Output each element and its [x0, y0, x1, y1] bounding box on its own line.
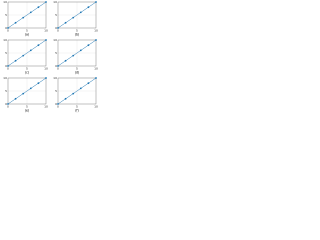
series-line: [7, 39, 47, 67]
point: [57, 103, 59, 105]
y-tick-label: 5: [5, 51, 7, 55]
y-tick-label: 5: [55, 13, 57, 17]
plot-frame: [57, 39, 97, 67]
caption: (d): [75, 71, 80, 75]
point: [29, 87, 32, 90]
point: [37, 44, 40, 47]
y-tick-label: 10: [3, 76, 7, 80]
x-tick-label: 5: [76, 105, 78, 109]
point: [72, 54, 75, 57]
x-tick-label: 10: [94, 29, 98, 33]
x-tick-label: 10: [94, 105, 98, 109]
point: [95, 77, 97, 79]
point: [57, 27, 59, 29]
point: [64, 97, 67, 100]
point: [45, 77, 47, 79]
point: [95, 39, 97, 41]
point: [14, 59, 17, 62]
point: [72, 92, 75, 95]
point: [95, 1, 97, 3]
y-tick-label: 10: [53, 76, 57, 80]
point: [72, 16, 75, 19]
series-line: [57, 39, 97, 67]
x-tick-label: 10: [44, 29, 48, 33]
point: [37, 6, 40, 9]
point: [22, 92, 25, 95]
point: [64, 21, 67, 24]
y-tick-label: 0: [55, 102, 57, 106]
x-tick-label: 0: [57, 67, 59, 71]
x-tick-label: 10: [94, 67, 98, 71]
x-tick-label: 10: [44, 105, 48, 109]
point: [57, 65, 59, 67]
caption: (b): [75, 33, 80, 37]
point: [37, 82, 40, 85]
point: [87, 6, 90, 9]
caption: (f): [75, 109, 79, 113]
point: [22, 54, 25, 57]
point: [87, 44, 90, 47]
point: [64, 59, 67, 62]
point: [45, 39, 47, 41]
plot-frame: [57, 1, 97, 29]
point: [14, 21, 17, 24]
y-tick-label: 0: [5, 102, 7, 106]
x-tick-label: 0: [57, 29, 59, 33]
x-tick-label: 5: [26, 105, 28, 109]
caption: (a): [25, 33, 29, 37]
series-line: [57, 1, 97, 29]
y-tick-label: 10: [3, 38, 7, 42]
point: [79, 49, 82, 52]
y-tick-label: 10: [53, 38, 57, 42]
x-tick-label: 0: [57, 105, 59, 109]
series-line: [7, 77, 47, 105]
y-tick-label: 0: [5, 26, 7, 30]
plot-frame: [7, 39, 47, 67]
x-tick-label: 10: [44, 67, 48, 71]
x-tick-label: 0: [7, 29, 9, 33]
caption: (c): [25, 71, 29, 75]
point: [79, 87, 82, 90]
x-tick-label: 0: [7, 67, 9, 71]
point: [29, 11, 32, 14]
point: [7, 65, 9, 67]
point: [7, 103, 9, 105]
plot-frame: [7, 77, 47, 105]
x-tick-label: 5: [26, 67, 28, 71]
y-tick-label: 5: [55, 89, 57, 93]
y-tick-label: 10: [3, 0, 7, 4]
x-tick-label: 5: [76, 67, 78, 71]
point: [87, 82, 90, 85]
point: [45, 1, 47, 3]
series-line: [57, 77, 97, 105]
plot-frame: [57, 77, 97, 105]
y-tick-label: 5: [55, 51, 57, 55]
point: [79, 11, 82, 14]
y-tick-label: 0: [5, 64, 7, 68]
y-tick-label: 0: [55, 64, 57, 68]
x-tick-label: 5: [26, 29, 28, 33]
point: [22, 16, 25, 19]
x-tick-label: 0: [7, 105, 9, 109]
point: [7, 27, 9, 29]
series-line: [7, 1, 47, 29]
y-tick-label: 0: [55, 26, 57, 30]
caption: (e): [25, 109, 29, 113]
point: [29, 49, 32, 52]
y-tick-label: 5: [5, 89, 7, 93]
x-tick-label: 5: [76, 29, 78, 33]
plot-frame: [7, 1, 47, 29]
point: [14, 97, 17, 100]
y-tick-label: 5: [5, 13, 7, 17]
y-tick-label: 10: [53, 0, 57, 4]
